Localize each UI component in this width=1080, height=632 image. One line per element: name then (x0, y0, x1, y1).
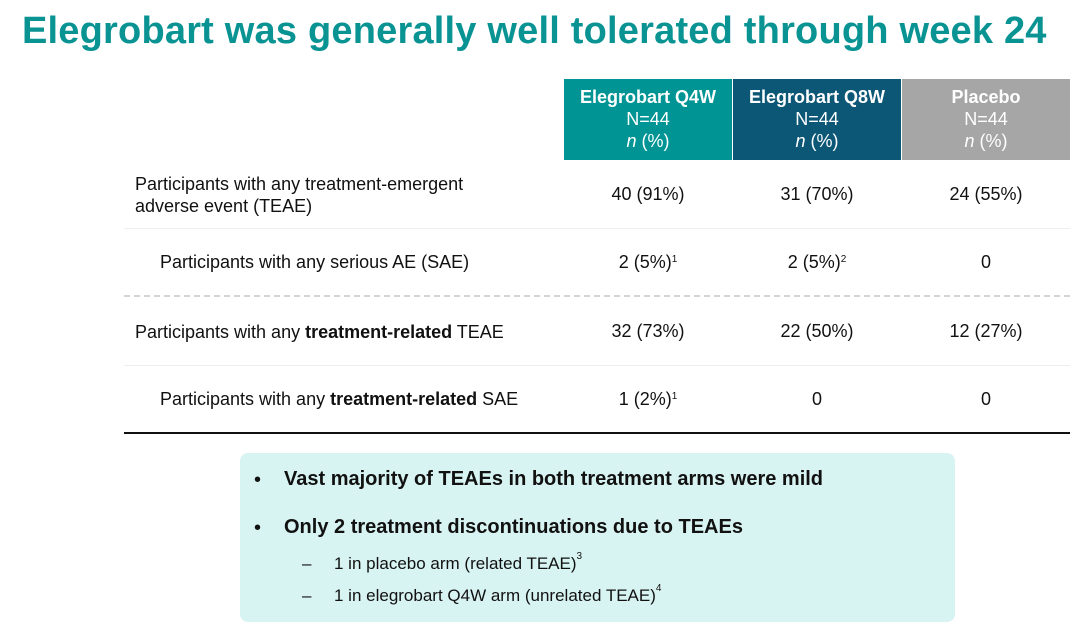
bullet-icon: • (254, 517, 262, 539)
slide-title: Elegrobart was generally well tolerated … (22, 10, 1047, 52)
row-label: Participants with any treatment-emergent… (135, 173, 464, 216)
row-label: Participants with any treatment-related … (135, 321, 504, 342)
value-cell: 0 (811, 388, 822, 409)
column-n: N=44 (795, 109, 839, 129)
unit-n: n (795, 131, 806, 151)
bullet-icon: • (254, 469, 262, 491)
unit-pct: (%) (974, 131, 1008, 151)
value-cell: 0 (980, 388, 991, 409)
value-cell: 0 (980, 251, 991, 272)
unit-n: n (626, 131, 637, 151)
row-label: Participants with any treatment-related … (160, 389, 519, 409)
unit-pct: (%) (805, 131, 839, 151)
value-cell: 40 (91%) (611, 184, 685, 204)
value-cell: 2 (5%) 1 (618, 251, 678, 272)
unit-n: n (964, 131, 975, 151)
table-row: Participants with any treatment-emergent… (124, 161, 1070, 229)
summary-bullet: Only 2 treatment discontinuations due to… (284, 516, 743, 538)
value-cell: 12 (27%) (949, 321, 1023, 341)
table-row: Participants with any treatment-related … (124, 366, 1070, 434)
dash-icon: – (302, 586, 312, 605)
summary-sub-bullet: 1 in elegrobart Q4W arm (unrelated TEAE)… (334, 583, 662, 605)
column-header-q4w: Elegrobart Q4W N=44 n (%) (564, 79, 732, 160)
column-header-placebo: Placebo N=44 n (%) (902, 79, 1070, 160)
summary-box: • Vast majority of TEAEs in both treatme… (240, 453, 955, 622)
value-cell: 1 (2%) 1 (618, 388, 678, 409)
column-name: Elegrobart Q4W (579, 87, 717, 107)
value-cell: 31 (70%) (780, 184, 854, 204)
value-cell: 2 (5%) 2 (787, 251, 847, 272)
table-row: Participants with any serious AE (SAE) 2… (124, 229, 1070, 297)
unit-pct: (%) (636, 131, 670, 151)
value-cell: 22 (50%) (780, 321, 854, 341)
column-name: Elegrobart Q8W (748, 87, 886, 107)
summary-sub-bullet: 1 in placebo arm (related TEAE)3 (334, 551, 583, 573)
table-row: Participants with any treatment-related … (124, 298, 1070, 366)
value-cell: 24 (55%) (949, 184, 1023, 204)
summary-bullet: Vast majority of TEAEs in both treatment… (284, 468, 824, 490)
value-cell: 32 (73%) (611, 321, 685, 341)
column-name: Placebo (951, 87, 1021, 107)
row-label: Participants with any serious AE (SAE) (160, 252, 470, 272)
column-header-q8w: Elegrobart Q8W N=44 n (%) (733, 79, 901, 160)
column-n: N=44 (964, 109, 1008, 129)
dash-icon: – (302, 554, 312, 573)
column-n: N=44 (626, 109, 670, 129)
